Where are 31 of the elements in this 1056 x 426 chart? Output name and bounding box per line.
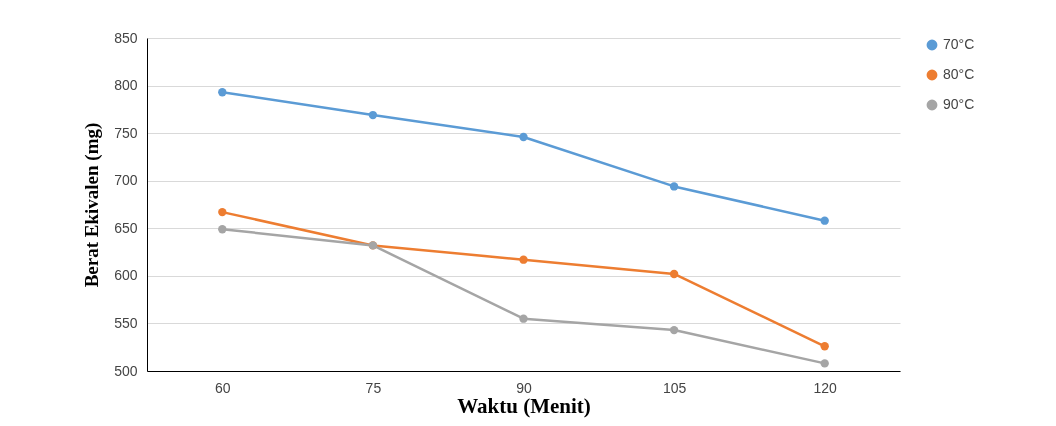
x-tick-label: 120 <box>813 379 838 396</box>
y-tick-label: 800 <box>114 77 138 94</box>
point <box>218 207 227 217</box>
y-axis-title: Berat Ekivalen (mg) <box>81 122 104 288</box>
x-tick-label: 90 <box>516 379 532 396</box>
legend-label: 70°C <box>943 36 975 52</box>
y-tick-label: 700 <box>114 172 138 189</box>
point <box>218 225 227 234</box>
legend-label: 90°C <box>943 96 975 112</box>
y-tick-label: 650 <box>114 219 138 236</box>
point <box>820 342 829 351</box>
x-tick-label: 75 <box>365 379 382 396</box>
y-tick-label: 850 <box>114 29 138 46</box>
y-tick-label: 750 <box>114 124 138 141</box>
point <box>820 216 829 225</box>
x-tick-label: 60 <box>215 379 231 396</box>
y-tick-label: 550 <box>114 314 138 331</box>
point <box>820 359 829 368</box>
y-tick-label: 600 <box>114 267 138 284</box>
point <box>669 325 679 335</box>
point <box>218 88 227 97</box>
point <box>519 314 528 323</box>
point <box>669 182 679 191</box>
point <box>669 269 679 279</box>
point <box>519 132 528 142</box>
x-axis-title: Waktu (Menit) <box>457 393 591 418</box>
x-tick-label: 105 <box>662 379 687 396</box>
y-tick-label: 500 <box>114 362 138 379</box>
legend-label: 80°C <box>943 66 975 82</box>
point <box>519 255 528 264</box>
point <box>368 110 378 120</box>
